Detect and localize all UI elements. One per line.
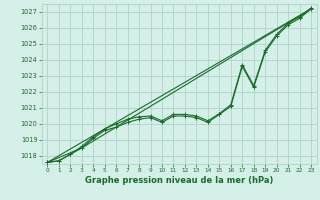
X-axis label: Graphe pression niveau de la mer (hPa): Graphe pression niveau de la mer (hPa) <box>85 176 273 185</box>
